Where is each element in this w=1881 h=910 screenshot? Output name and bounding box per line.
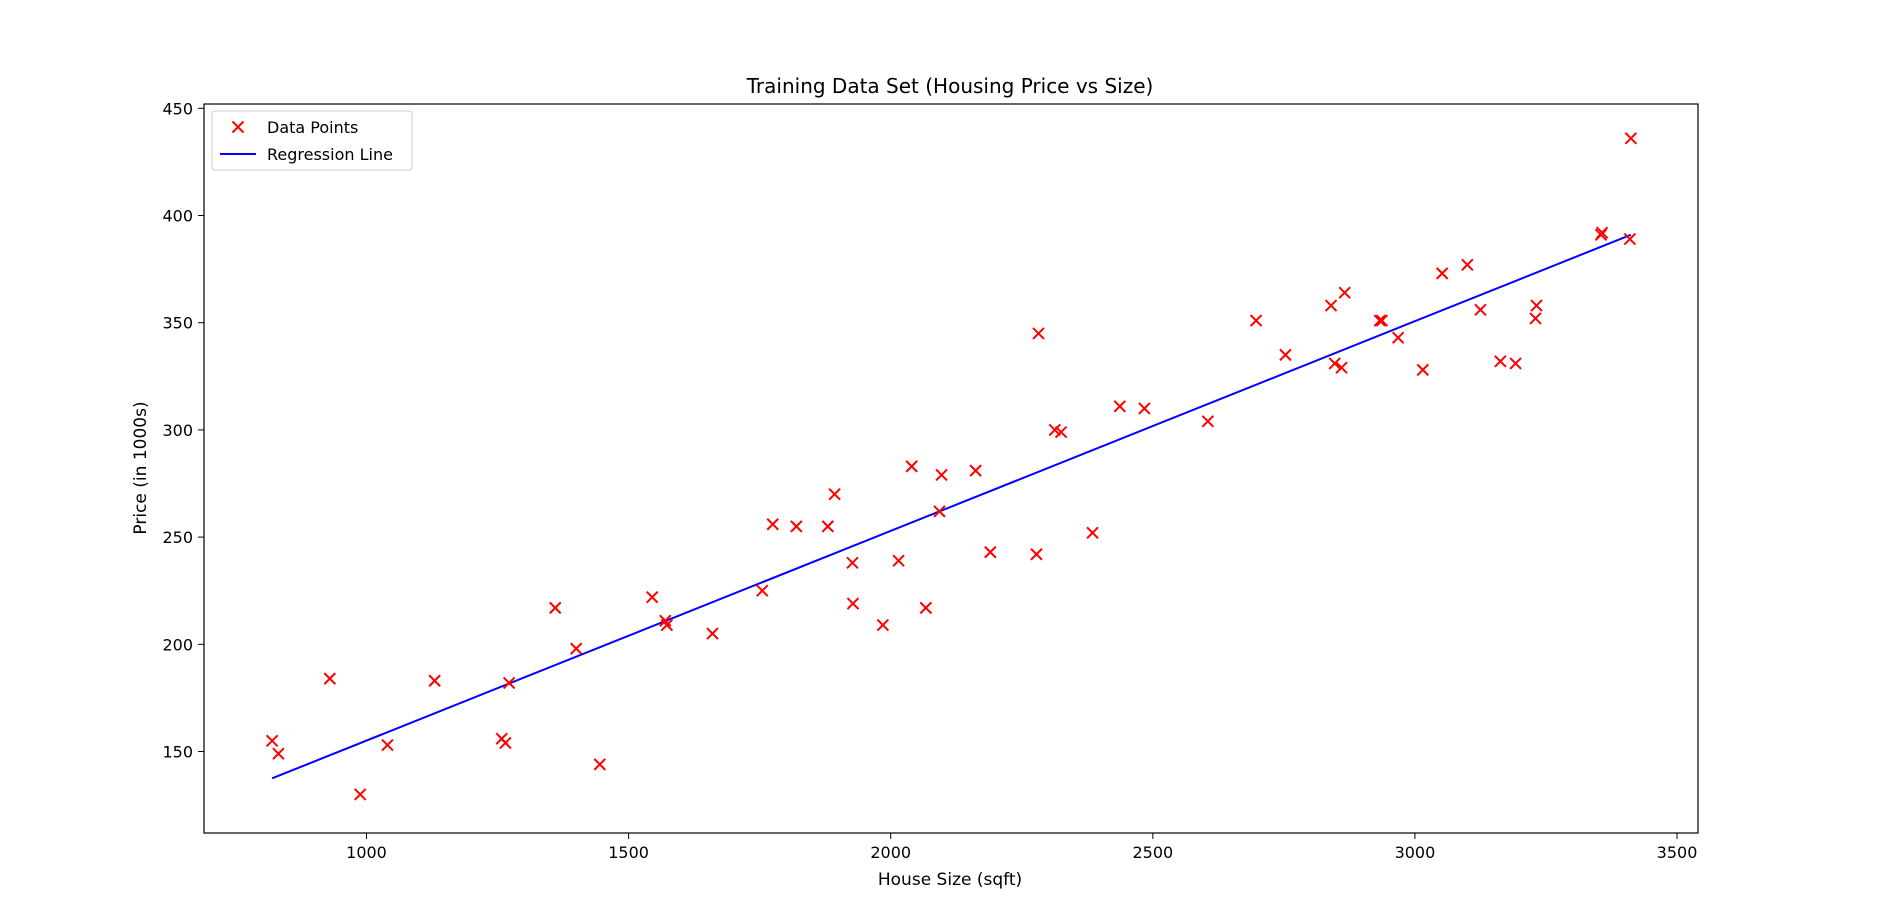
data-point (933, 505, 946, 518)
data-point (1530, 299, 1543, 312)
data-point (502, 676, 516, 690)
data-point (354, 788, 367, 801)
data-point (323, 672, 337, 685)
data-point (905, 460, 918, 473)
data-point (984, 545, 997, 559)
y-tick-label: 250 (162, 528, 193, 547)
data-point (549, 601, 562, 615)
data-point (1509, 357, 1522, 370)
data-point (381, 738, 394, 752)
data-point (1474, 303, 1487, 317)
data-point (1494, 355, 1507, 368)
x-tick-label: 2000 (870, 843, 911, 862)
legend-label-line: Regression Line (267, 145, 393, 164)
x-tick-label: 2500 (1132, 843, 1173, 862)
regression-line (271, 233, 1632, 780)
data-point (828, 488, 841, 501)
data-point (1030, 548, 1043, 561)
data-point (1328, 357, 1341, 370)
data-point (1461, 258, 1474, 272)
y-tick-label: 200 (162, 635, 193, 654)
data-point (790, 520, 803, 533)
plot-frame (203, 103, 1699, 834)
data-point (1529, 312, 1542, 325)
data-point (1113, 400, 1127, 413)
data-point (766, 518, 779, 531)
data-point (265, 734, 279, 748)
data-point (892, 554, 905, 567)
legend-marker-points (231, 120, 245, 134)
data-point (1032, 327, 1045, 340)
legend: Data Points Regression Line (211, 110, 413, 171)
plot-area (265, 132, 1638, 801)
legend-label-points: Data Points (267, 118, 358, 137)
data-point (1338, 286, 1351, 299)
data-point (846, 597, 860, 610)
y-axis-label: Price (in 1000s) (131, 401, 151, 534)
data-point (593, 758, 606, 771)
x-tick-label: 1000 (346, 843, 387, 862)
data-point (1373, 314, 1387, 327)
data-point (1138, 402, 1151, 415)
chart-title: Training Data Set (Housing Price vs Size… (746, 74, 1154, 98)
data-point (706, 627, 719, 640)
data-point (935, 468, 948, 482)
data-point (756, 584, 769, 597)
data-point (969, 464, 982, 477)
data-point (659, 614, 672, 627)
data-point (1623, 232, 1637, 246)
data-point (272, 747, 285, 760)
data-point (1279, 348, 1292, 362)
x-axis: 1000 1500 2000 2500 3000 3500 (346, 833, 1697, 862)
data-point (1624, 132, 1638, 145)
data-point (1054, 425, 1068, 439)
legend-box (211, 110, 413, 171)
data-point (569, 642, 583, 655)
data-point (1249, 314, 1263, 327)
x-tick-label: 3500 (1657, 843, 1698, 862)
data-point (428, 674, 441, 687)
y-axis: 150 200 250 300 350 400 450 (162, 99, 204, 762)
data-point (919, 601, 933, 615)
data-point (660, 618, 674, 632)
data-point (846, 556, 859, 570)
data-point (1391, 331, 1405, 344)
x-tick-label: 1500 (608, 843, 649, 862)
data-point (1435, 267, 1449, 280)
data-point (1086, 526, 1099, 540)
data-point (821, 520, 835, 533)
data-point (1375, 314, 1389, 327)
y-tick-label: 450 (162, 99, 193, 118)
x-axis-label: House Size (sqft) (878, 870, 1022, 890)
data-point (1416, 363, 1429, 377)
data-point (499, 736, 512, 750)
y-tick-label: 350 (162, 314, 193, 333)
x-tick-label: 3000 (1395, 843, 1436, 862)
y-tick-label: 300 (162, 421, 193, 440)
y-tick-label: 150 (162, 743, 193, 762)
data-point (1335, 361, 1348, 374)
data-point (1201, 415, 1215, 428)
data-point (876, 618, 890, 632)
data-point (645, 590, 659, 604)
y-tick-label: 400 (162, 206, 193, 225)
data-point (1595, 226, 1609, 239)
data-point (1324, 299, 1338, 312)
